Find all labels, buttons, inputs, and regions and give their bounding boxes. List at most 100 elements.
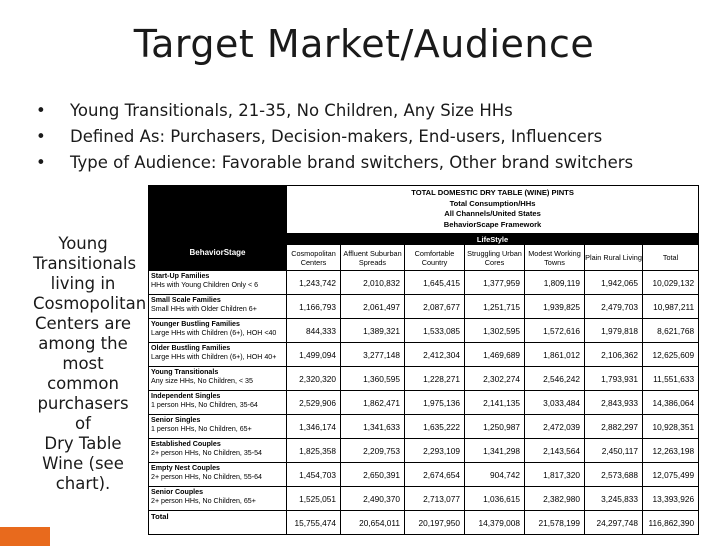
total-label: Total	[148, 510, 287, 535]
sidebar-line: Transitionals	[33, 254, 137, 273]
table-cell: 2,573,688	[584, 462, 643, 487]
table-cell: 844,333	[286, 318, 341, 343]
behavior-stage-desc: Any size HHs, No Children, < 35	[151, 377, 253, 385]
slide-title: Target Market/Audience	[133, 22, 595, 66]
table-cell: 12,625,609	[641, 342, 700, 367]
table-cell: 1,861,012	[524, 342, 585, 367]
table-body: Start-Up Families HHs with Young Children…	[148, 270, 700, 511]
sidebar-line: living in	[50, 274, 116, 293]
sidebar-line: Dry Table	[44, 434, 122, 453]
table-cell: 1,825,358	[286, 438, 341, 463]
total-cell: 20,654,011	[340, 510, 405, 535]
table-cell: 3,277,148	[340, 342, 405, 367]
sidebar-line: most	[62, 354, 104, 373]
behavior-stage-name: Senior Singles	[151, 416, 201, 424]
row-header: Younger Bustling Families Large HHs with …	[148, 318, 287, 343]
table-cell: 2,674,654	[404, 462, 465, 487]
total-row: Total 15,755,474 20,654,011 20,197,950 1…	[148, 510, 700, 535]
sidebar-line: Young	[58, 234, 108, 253]
behavior-stage-desc: 1 person HHs, No Children, 65+	[151, 425, 252, 433]
table-cell: 1,975,136	[404, 390, 465, 415]
wine-consumption-table: TOTAL DOMESTIC DRY TABLE (WINE) PINTS To…	[148, 185, 700, 535]
table-row: Older Bustling Families Large HHs with Ch…	[148, 342, 700, 367]
table-cell: 2,843,933	[584, 390, 643, 415]
column-header: Struggling Urban Cores	[464, 244, 525, 271]
accent-bar	[0, 527, 50, 546]
table-cell: 3,245,833	[584, 486, 643, 511]
total-cell: 21,578,199	[524, 510, 585, 535]
sidebar-line: common	[47, 374, 119, 393]
table-cell: 2,713,077	[404, 486, 465, 511]
total-cell: 20,197,950	[404, 510, 465, 535]
table-cell: 2,472,039	[524, 414, 585, 439]
behavior-stage-name: Younger Bustling Families	[151, 320, 240, 328]
table-row: Start-Up Families HHs with Young Children…	[148, 270, 700, 295]
table-title-line: Total Consumption/HHs	[449, 198, 536, 208]
column-header: Plain Rural Living	[584, 244, 643, 271]
bullet-item: • Type of Audience: Favorable brand switc…	[30, 150, 633, 176]
table-row: Senior Singles 1 person HHs, No Children,…	[148, 414, 700, 439]
table-cell: 1,389,321	[340, 318, 405, 343]
table-row: Senior Couples 2+ person HHs, No Children…	[148, 486, 700, 511]
behavior-stage-header: BehaviorStage	[148, 233, 287, 271]
bullet-text: Young Transitionals, 21-35, No Children,…	[70, 101, 513, 120]
table-cell: 12,075,499	[641, 462, 700, 487]
table-cell: 2,412,304	[404, 342, 465, 367]
table-cell: 1,499,094	[286, 342, 341, 367]
table-cell: 13,393,926	[641, 486, 700, 511]
table-row: Small Scale Families Small HHs with Older…	[148, 294, 700, 319]
table-cell: 2,650,391	[340, 462, 405, 487]
total-cell: 24,297,748	[584, 510, 643, 535]
table-cell: 2,450,117	[584, 438, 643, 463]
row-header: Senior Singles 1 person HHs, No Children,…	[148, 414, 287, 439]
table-cell: 8,621,768	[641, 318, 700, 343]
sidebar-line: Wine (see	[42, 454, 124, 473]
table-title: TOTAL DOMESTIC DRY TABLE (WINE) PINTS To…	[285, 185, 700, 234]
behavior-stage-name: Start-Up Families	[151, 272, 210, 280]
table-row: Independent Singles 1 person HHs, No Chil…	[148, 390, 700, 415]
table-cell: 12,263,198	[641, 438, 700, 463]
sidebar-line: Cosmopolitan	[33, 294, 147, 313]
row-header: Independent Singles 1 person HHs, No Chil…	[148, 390, 287, 415]
table-cell: 1,939,825	[524, 294, 585, 319]
behavior-stage-desc: Small HHs with Older Children 6+	[151, 305, 257, 313]
column-header: Modest Working Towns	[524, 244, 585, 271]
table-row: Young Transitionals Any size HHs, No Chil…	[148, 366, 700, 391]
table-cell: 1,036,615	[464, 486, 525, 511]
behavior-stage-desc: 2+ person HHs, No Children, 65+	[151, 497, 256, 505]
behavior-stage-name: Independent Singles	[151, 392, 221, 400]
sidebar-line: Centers are	[34, 314, 132, 333]
behavior-stage-desc: 2+ person HHs, No Children, 35-54	[151, 449, 262, 457]
table-cell: 10,987,211	[641, 294, 700, 319]
row-header: Start-Up Families HHs with Young Children…	[148, 270, 287, 295]
table-cell: 1,251,715	[464, 294, 525, 319]
bullet-item: • Defined As: Purchasers, Decision-makers…	[30, 124, 633, 150]
row-header: Senior Couples 2+ person HHs, No Children…	[148, 486, 287, 511]
table-cell: 1,572,616	[524, 318, 585, 343]
table-cell: 1,377,959	[464, 270, 525, 295]
table-cell: 2,293,109	[404, 438, 465, 463]
row-header: Young Transitionals Any size HHs, No Chil…	[148, 366, 287, 391]
row-header: Empty Nest Couples 2+ person HHs, No Chil…	[148, 462, 287, 487]
table-cell: 1,979,818	[584, 318, 643, 343]
table-title-line: BehaviorScape Framework	[443, 219, 542, 229]
column-header: Affluent Suburban Spreads	[340, 244, 405, 271]
behavior-stage-desc: 1 person HHs, No Children, 35-64	[151, 401, 258, 409]
table-cell: 10,928,351	[641, 414, 700, 439]
table-cell: 3,033,484	[524, 390, 585, 415]
table-cell: 1,302,595	[464, 318, 525, 343]
bullet-dot-icon: •	[36, 153, 46, 172]
behavior-stage-desc: Large HHs with Children (6+), HOH <40	[151, 329, 277, 337]
table-cell: 1,942,065	[584, 270, 643, 295]
table-cell: 1,809,119	[524, 270, 585, 295]
sidebar-line: purchasers of	[37, 394, 129, 433]
table-cell: 904,742	[464, 462, 525, 487]
table-cell: 2,087,677	[404, 294, 465, 319]
table-cell: 11,551,633	[641, 366, 700, 391]
row-header: Older Bustling Families Large HHs with Ch…	[148, 342, 287, 367]
sidebar-line: among the	[38, 334, 128, 353]
table-cell: 2,106,362	[584, 342, 643, 367]
behavior-stage-name: Established Couples	[151, 440, 221, 448]
behavior-stage-name: Small Scale Families	[151, 296, 221, 304]
table-cell: 1,469,689	[464, 342, 525, 367]
